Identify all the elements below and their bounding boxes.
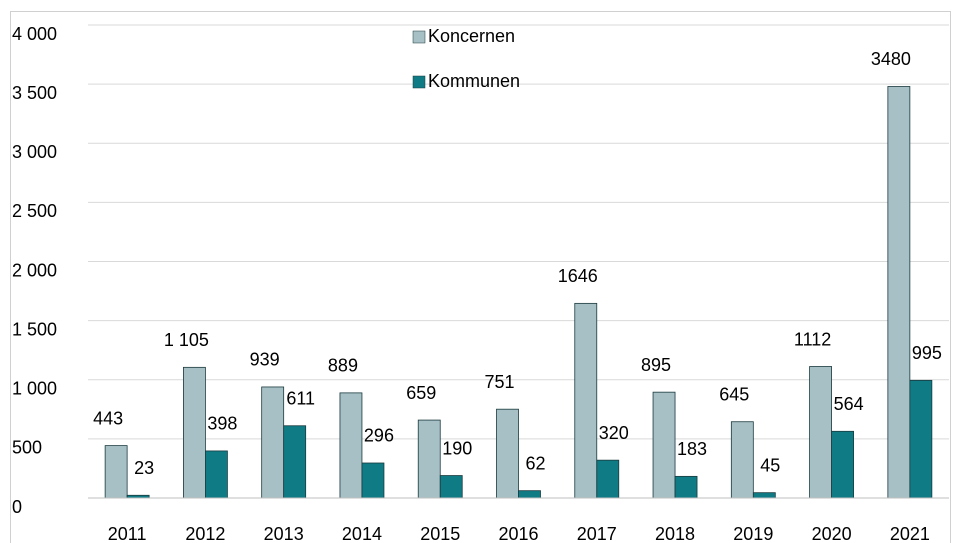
bar xyxy=(752,492,776,499)
bar xyxy=(183,366,206,499)
y-tick-label: 2 500 xyxy=(12,201,57,221)
y-tick-label: 3 500 xyxy=(12,83,57,103)
bar xyxy=(652,391,676,499)
data-label: 1 105 xyxy=(164,330,209,350)
bar xyxy=(831,430,854,499)
bar xyxy=(417,419,441,499)
bar xyxy=(439,475,463,499)
y-tick-label: 1 000 xyxy=(12,379,57,399)
bar xyxy=(104,445,128,499)
data-label: 296 xyxy=(364,426,394,446)
data-label: 564 xyxy=(834,394,864,414)
bar xyxy=(887,86,911,499)
bar xyxy=(809,366,832,499)
legend-swatch xyxy=(412,75,426,89)
x-tick-label: 2011 xyxy=(108,524,147,543)
x-tick-label: 2017 xyxy=(577,524,617,543)
data-label: 611 xyxy=(286,388,315,408)
x-tick-label: 2021 xyxy=(890,524,930,543)
x-tick-label: 2016 xyxy=(498,524,538,543)
data-label: 45 xyxy=(760,455,780,475)
bar xyxy=(361,462,385,499)
data-label: 190 xyxy=(442,438,472,458)
y-tick-label: 0 xyxy=(12,497,22,517)
data-label: 183 xyxy=(677,439,707,459)
x-tick-label: 2014 xyxy=(342,524,382,543)
data-label: 939 xyxy=(250,350,280,370)
data-label: 23 xyxy=(134,458,154,478)
bar xyxy=(730,421,754,499)
x-tick-label: 2015 xyxy=(420,524,460,543)
bar xyxy=(339,392,363,499)
bar xyxy=(205,450,228,499)
x-tick-label: 2013 xyxy=(264,524,304,543)
data-label: 645 xyxy=(719,384,749,404)
y-tick-label: 2 000 xyxy=(12,260,57,280)
bar xyxy=(674,475,698,499)
data-label: 3480 xyxy=(871,49,911,69)
bar xyxy=(283,425,307,499)
x-tick-label: 2020 xyxy=(812,524,852,543)
bar xyxy=(596,459,620,499)
data-label: 398 xyxy=(207,414,237,434)
legend-label: Kommunen xyxy=(428,71,520,91)
bar xyxy=(574,302,598,499)
bar xyxy=(261,386,285,499)
data-label: 895 xyxy=(641,355,671,375)
data-label: 320 xyxy=(599,423,629,443)
data-label: 889 xyxy=(328,356,358,376)
x-tick-label: 2018 xyxy=(655,524,695,543)
data-label: 62 xyxy=(525,453,545,473)
legend-label: Koncernen xyxy=(428,26,515,46)
x-tick-label: 2019 xyxy=(733,524,773,543)
y-tick-label: 1 500 xyxy=(12,319,57,339)
data-label: 659 xyxy=(406,383,436,403)
frame xyxy=(10,11,951,543)
data-label: 751 xyxy=(484,372,514,392)
bar xyxy=(518,490,541,499)
bar xyxy=(496,408,519,499)
y-tick-label: 4 000 xyxy=(12,24,57,44)
bar xyxy=(909,379,933,499)
data-label: 1646 xyxy=(558,266,598,286)
y-tick-label: 3 000 xyxy=(12,142,57,162)
legend-swatch xyxy=(412,30,426,44)
y-tick-label: 500 xyxy=(12,438,42,458)
data-label: 1112 xyxy=(794,329,831,349)
data-label: 995 xyxy=(912,343,942,363)
x-tick-label: 2012 xyxy=(185,524,225,543)
data-label: 443 xyxy=(93,408,123,428)
